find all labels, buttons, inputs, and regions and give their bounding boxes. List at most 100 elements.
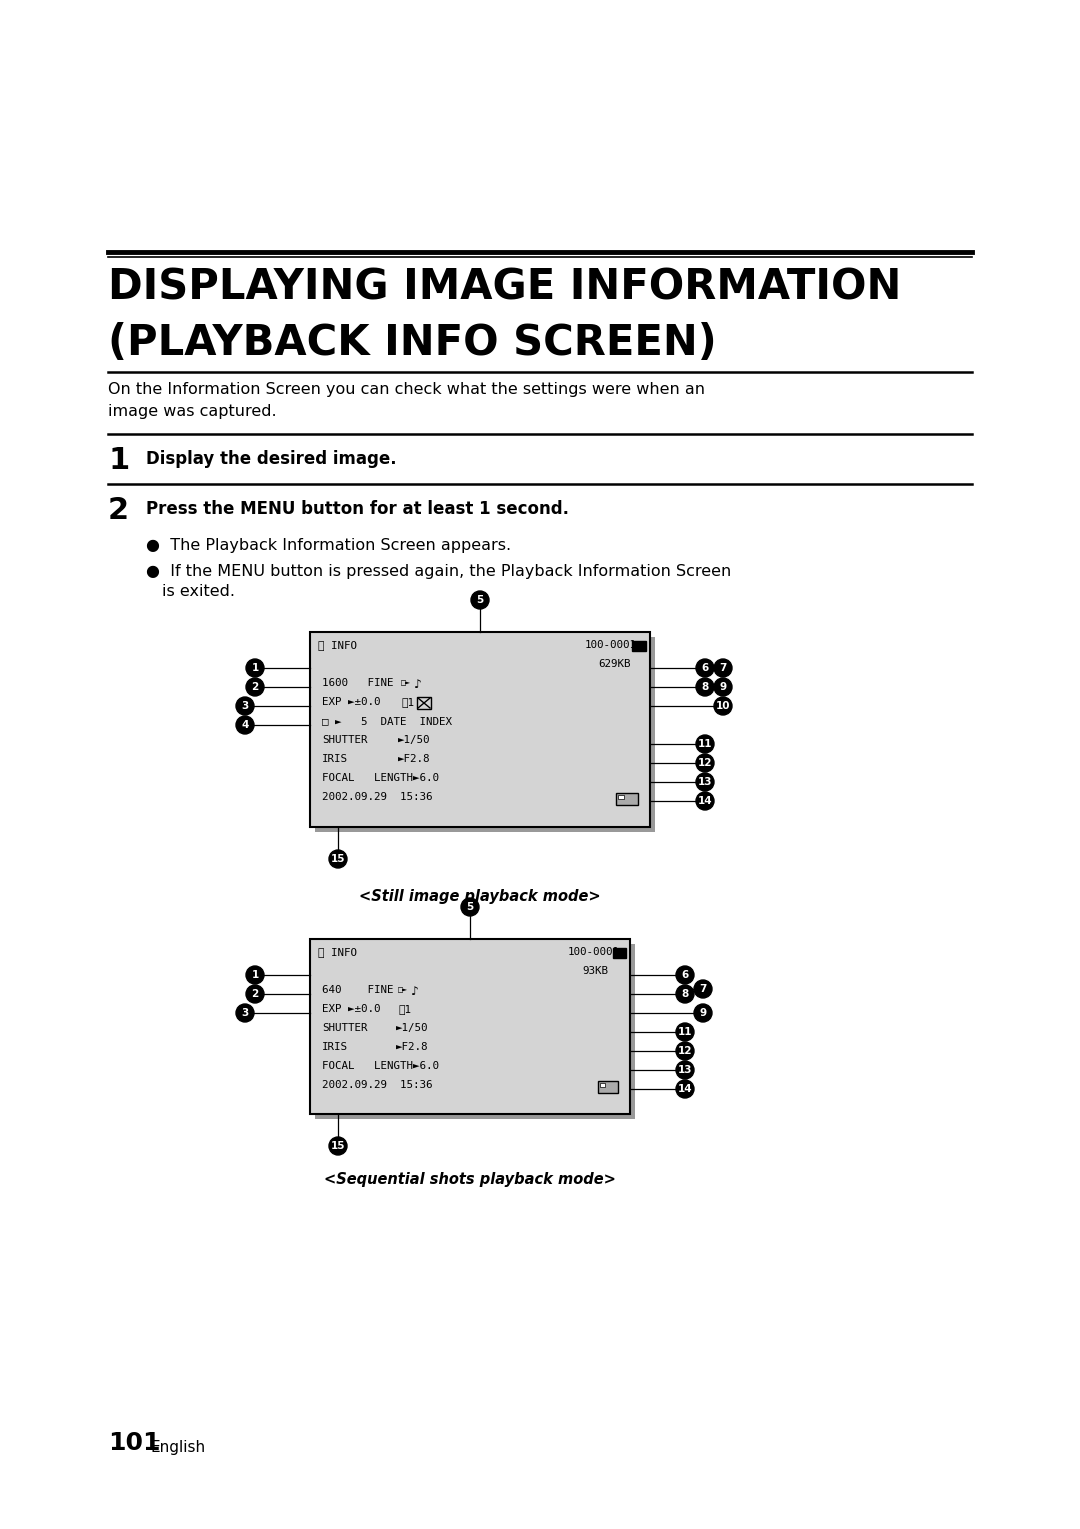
Text: 4: 4 xyxy=(241,720,248,729)
Text: IRIS: IRIS xyxy=(322,754,348,764)
Text: 15: 15 xyxy=(330,855,346,864)
Text: 100-0001: 100-0001 xyxy=(585,641,637,650)
FancyBboxPatch shape xyxy=(616,794,638,804)
Text: 5: 5 xyxy=(467,902,474,911)
Text: 100-0001: 100-0001 xyxy=(568,946,620,957)
Text: 15: 15 xyxy=(330,1141,346,1151)
Text: 11: 11 xyxy=(678,1027,692,1037)
Text: 2002.09.29  15:36: 2002.09.29 15:36 xyxy=(322,792,432,803)
Text: 14: 14 xyxy=(698,797,713,806)
Text: 1: 1 xyxy=(252,664,258,673)
Circle shape xyxy=(246,659,264,677)
Circle shape xyxy=(676,1041,694,1060)
Text: <Sequential shots playback mode>: <Sequential shots playback mode> xyxy=(324,1173,616,1187)
FancyBboxPatch shape xyxy=(310,631,650,827)
Text: 6: 6 xyxy=(681,969,689,980)
Circle shape xyxy=(246,677,264,696)
Text: 3: 3 xyxy=(241,700,248,711)
Text: 10: 10 xyxy=(716,700,730,711)
Circle shape xyxy=(246,966,264,985)
Text: SHUTTER: SHUTTER xyxy=(322,735,367,745)
Text: 12: 12 xyxy=(678,1046,692,1057)
Circle shape xyxy=(676,966,694,985)
Text: EXP ►±0.0: EXP ►±0.0 xyxy=(322,1005,380,1014)
Circle shape xyxy=(696,735,714,752)
Circle shape xyxy=(237,1005,254,1021)
FancyBboxPatch shape xyxy=(315,943,635,1119)
FancyBboxPatch shape xyxy=(310,939,630,1115)
Circle shape xyxy=(237,716,254,734)
Text: 12: 12 xyxy=(698,758,712,768)
Text: English: English xyxy=(150,1440,205,1456)
Text: DISPLAYING IMAGE INFORMATION: DISPLAYING IMAGE INFORMATION xyxy=(108,266,902,307)
Circle shape xyxy=(461,898,480,916)
Text: 2: 2 xyxy=(108,495,130,524)
FancyBboxPatch shape xyxy=(598,1081,618,1093)
Text: ►F2.8: ►F2.8 xyxy=(396,1041,429,1052)
Circle shape xyxy=(246,985,264,1003)
Text: FOCAL   LENGTH►6.0: FOCAL LENGTH►6.0 xyxy=(322,774,438,783)
Text: image was captured.: image was captured. xyxy=(108,404,276,419)
Text: 9: 9 xyxy=(719,682,727,693)
Circle shape xyxy=(676,1079,694,1098)
Circle shape xyxy=(676,985,694,1003)
Text: 2002.09.29  15:36: 2002.09.29 15:36 xyxy=(322,1079,432,1090)
Text: 2: 2 xyxy=(252,989,258,998)
Circle shape xyxy=(696,774,714,790)
Text: On the Information Screen you can check what the settings were when an: On the Information Screen you can check … xyxy=(108,382,705,398)
Text: 13: 13 xyxy=(678,1066,692,1075)
Text: 93KB: 93KB xyxy=(582,966,608,976)
Circle shape xyxy=(714,697,732,716)
Text: 11: 11 xyxy=(698,739,712,749)
FancyBboxPatch shape xyxy=(600,1083,605,1087)
Text: ●  The Playback Information Screen appears.: ● The Playback Information Screen appear… xyxy=(146,538,511,553)
Text: ⓘ INFO: ⓘ INFO xyxy=(318,641,357,650)
Text: 2: 2 xyxy=(252,682,258,693)
Text: is exited.: is exited. xyxy=(162,584,235,599)
Text: (PLAYBACK INFO SCREEN): (PLAYBACK INFO SCREEN) xyxy=(108,323,717,364)
Text: ►F2.8: ►F2.8 xyxy=(399,754,431,764)
Text: ⌛1: ⌛1 xyxy=(399,1005,411,1014)
Text: ►1/50: ►1/50 xyxy=(396,1023,429,1034)
FancyBboxPatch shape xyxy=(315,638,654,832)
Text: 8: 8 xyxy=(701,682,708,693)
Circle shape xyxy=(676,1061,694,1079)
Circle shape xyxy=(696,792,714,810)
Circle shape xyxy=(676,1023,694,1041)
Text: ⌛1: ⌛1 xyxy=(401,697,414,706)
Circle shape xyxy=(329,850,347,868)
FancyBboxPatch shape xyxy=(613,948,626,959)
Circle shape xyxy=(714,677,732,696)
Text: Press the MENU button for at least 1 second.: Press the MENU button for at least 1 sec… xyxy=(146,500,569,518)
Text: 7: 7 xyxy=(719,664,727,673)
Circle shape xyxy=(694,980,712,998)
Text: 1600   FINE: 1600 FINE xyxy=(322,677,393,688)
Text: SHUTTER: SHUTTER xyxy=(322,1023,367,1034)
Circle shape xyxy=(714,659,732,677)
FancyBboxPatch shape xyxy=(632,641,646,651)
Circle shape xyxy=(696,659,714,677)
Text: IRIS: IRIS xyxy=(322,1041,348,1052)
Text: EXP ►±0.0: EXP ►±0.0 xyxy=(322,697,380,706)
Text: 9: 9 xyxy=(700,1008,706,1018)
Circle shape xyxy=(471,592,489,609)
Text: ●  If the MENU button is pressed again, the Playback Information Screen: ● If the MENU button is pressed again, t… xyxy=(146,564,731,579)
Text: 7: 7 xyxy=(700,985,706,994)
Text: □►: □► xyxy=(401,677,411,687)
Text: 13: 13 xyxy=(698,777,712,787)
Text: □ ►   5  DATE  INDEX: □ ► 5 DATE INDEX xyxy=(322,716,453,726)
Circle shape xyxy=(237,697,254,716)
Text: ♪: ♪ xyxy=(414,677,422,691)
Circle shape xyxy=(696,677,714,696)
Text: ♪: ♪ xyxy=(411,985,419,998)
Text: 101: 101 xyxy=(108,1431,161,1456)
Text: 1: 1 xyxy=(252,969,258,980)
Text: 8: 8 xyxy=(681,989,689,998)
Circle shape xyxy=(329,1138,347,1154)
FancyBboxPatch shape xyxy=(618,795,624,800)
Circle shape xyxy=(694,1005,712,1021)
Text: 629KB: 629KB xyxy=(598,659,631,670)
Text: 3: 3 xyxy=(241,1008,248,1018)
Text: FOCAL   LENGTH►6.0: FOCAL LENGTH►6.0 xyxy=(322,1061,438,1070)
Text: ►1/50: ►1/50 xyxy=(399,735,431,745)
